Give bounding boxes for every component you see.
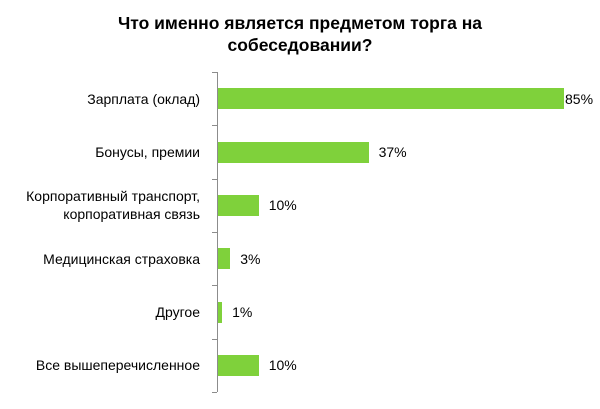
category-label: Корпоративный транспорт, корпоративная св… [26, 187, 200, 223]
category-label-line: Зарплата (оклад) [87, 90, 200, 107]
category-label-line: Все вышеперечисленное [35, 357, 200, 374]
axis-tick [212, 338, 217, 340]
axis-tick [212, 72, 217, 73]
value-label: 10% [268, 357, 297, 374]
bar [218, 301, 223, 323]
value-label: 10% [268, 197, 297, 214]
axis-tick [212, 285, 217, 287]
bar [218, 354, 259, 376]
value-label: 85% [565, 90, 594, 107]
axis-tick [212, 392, 217, 393]
category-label-line: корпоративная связь [63, 206, 200, 223]
category-label: Другое [156, 303, 200, 321]
axis-tick [212, 125, 217, 127]
bar [218, 194, 259, 216]
axis-tick [212, 232, 217, 233]
value-label: 1% [232, 304, 253, 320]
category-label-line: Другое [155, 304, 200, 320]
chart-title-line-2: собеседовании? [227, 35, 373, 55]
category-axis [217, 72, 218, 392]
bar [218, 141, 369, 163]
bar [218, 248, 231, 270]
category-label-line: Корпоративный транспорт, [26, 188, 200, 205]
chart-title-line-1: Что именно является предметом торга на [117, 13, 483, 33]
category-label-line: Медицинская страховка [43, 250, 200, 267]
category-label: Все вышеперечисленное [36, 356, 200, 374]
axis-tick [212, 178, 217, 180]
value-label: 37% [378, 144, 407, 160]
category-label: Бонусы, премии [95, 143, 200, 161]
category-label: Зарплата (оклад) [87, 90, 200, 108]
category-label: Медицинская страховка [43, 250, 200, 268]
chart-title: Что именно является предметом торга на с… [0, 12, 600, 56]
category-label-line: Бонусы, премии [95, 144, 200, 160]
bar [218, 88, 564, 110]
value-label: 3% [240, 250, 261, 267]
